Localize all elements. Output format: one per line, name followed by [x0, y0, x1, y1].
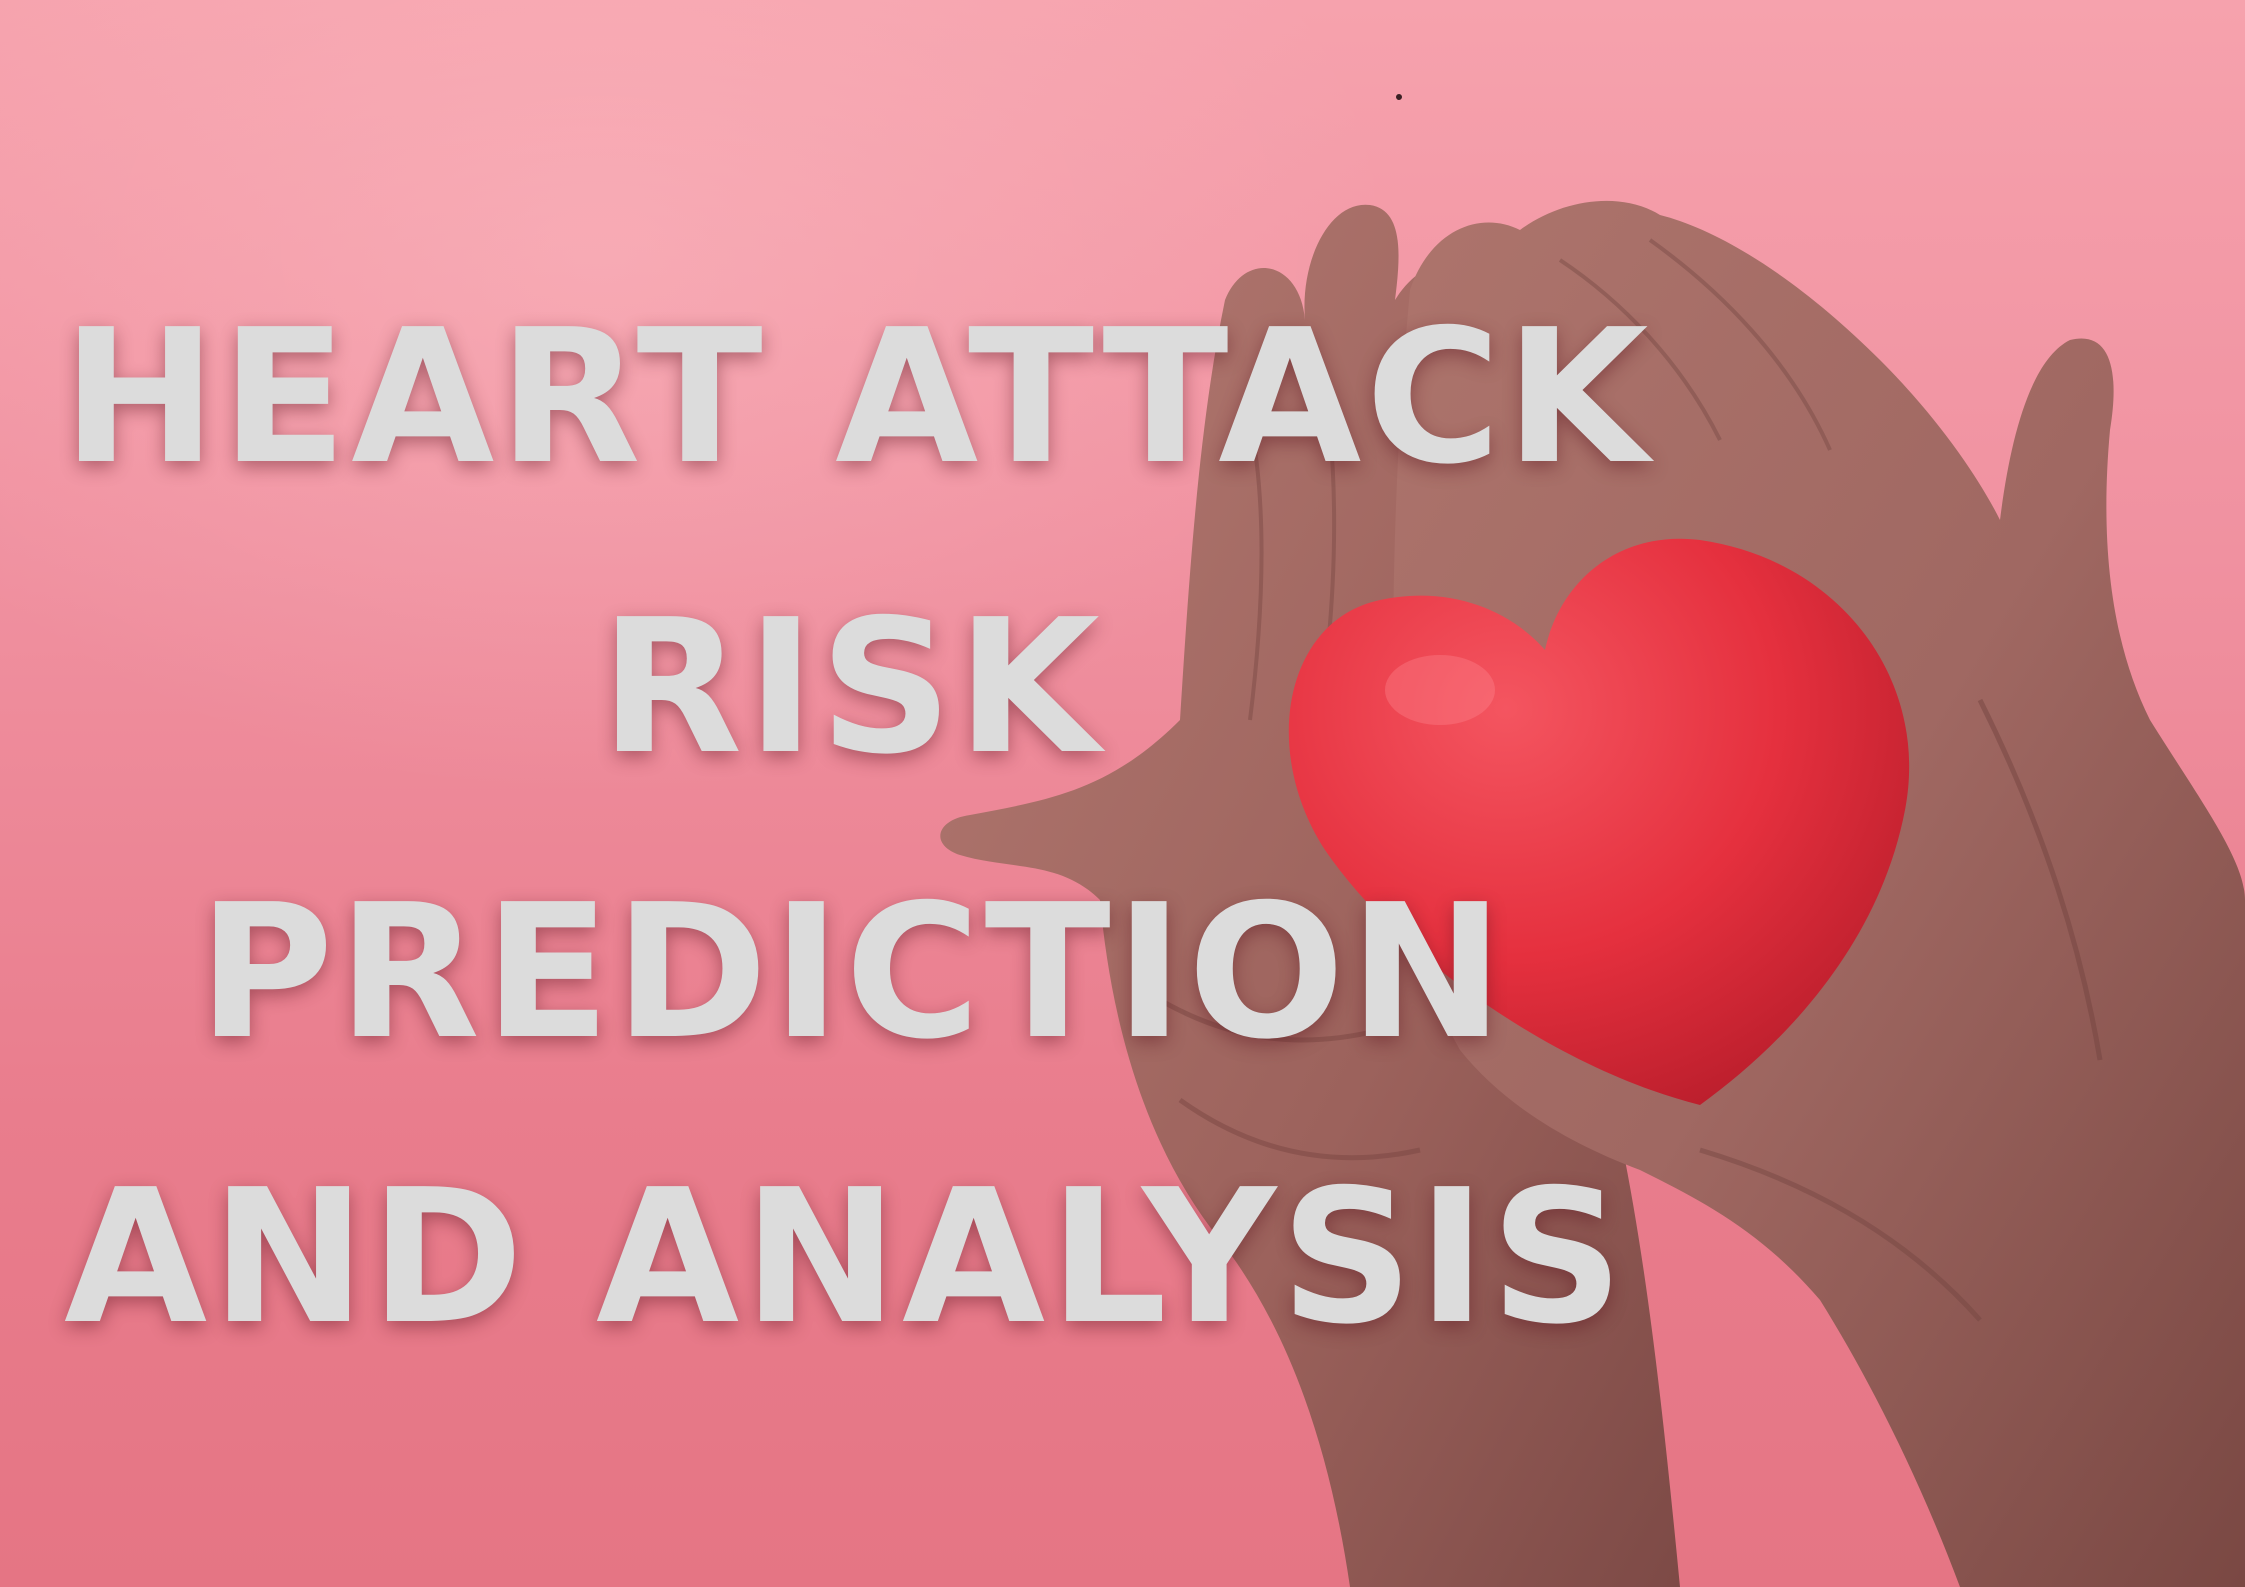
left-hand — [940, 204, 1680, 1587]
background-speck — [1396, 94, 1402, 100]
red-heart — [1288, 538, 1910, 1105]
background-glow — [0, 0, 1400, 800]
